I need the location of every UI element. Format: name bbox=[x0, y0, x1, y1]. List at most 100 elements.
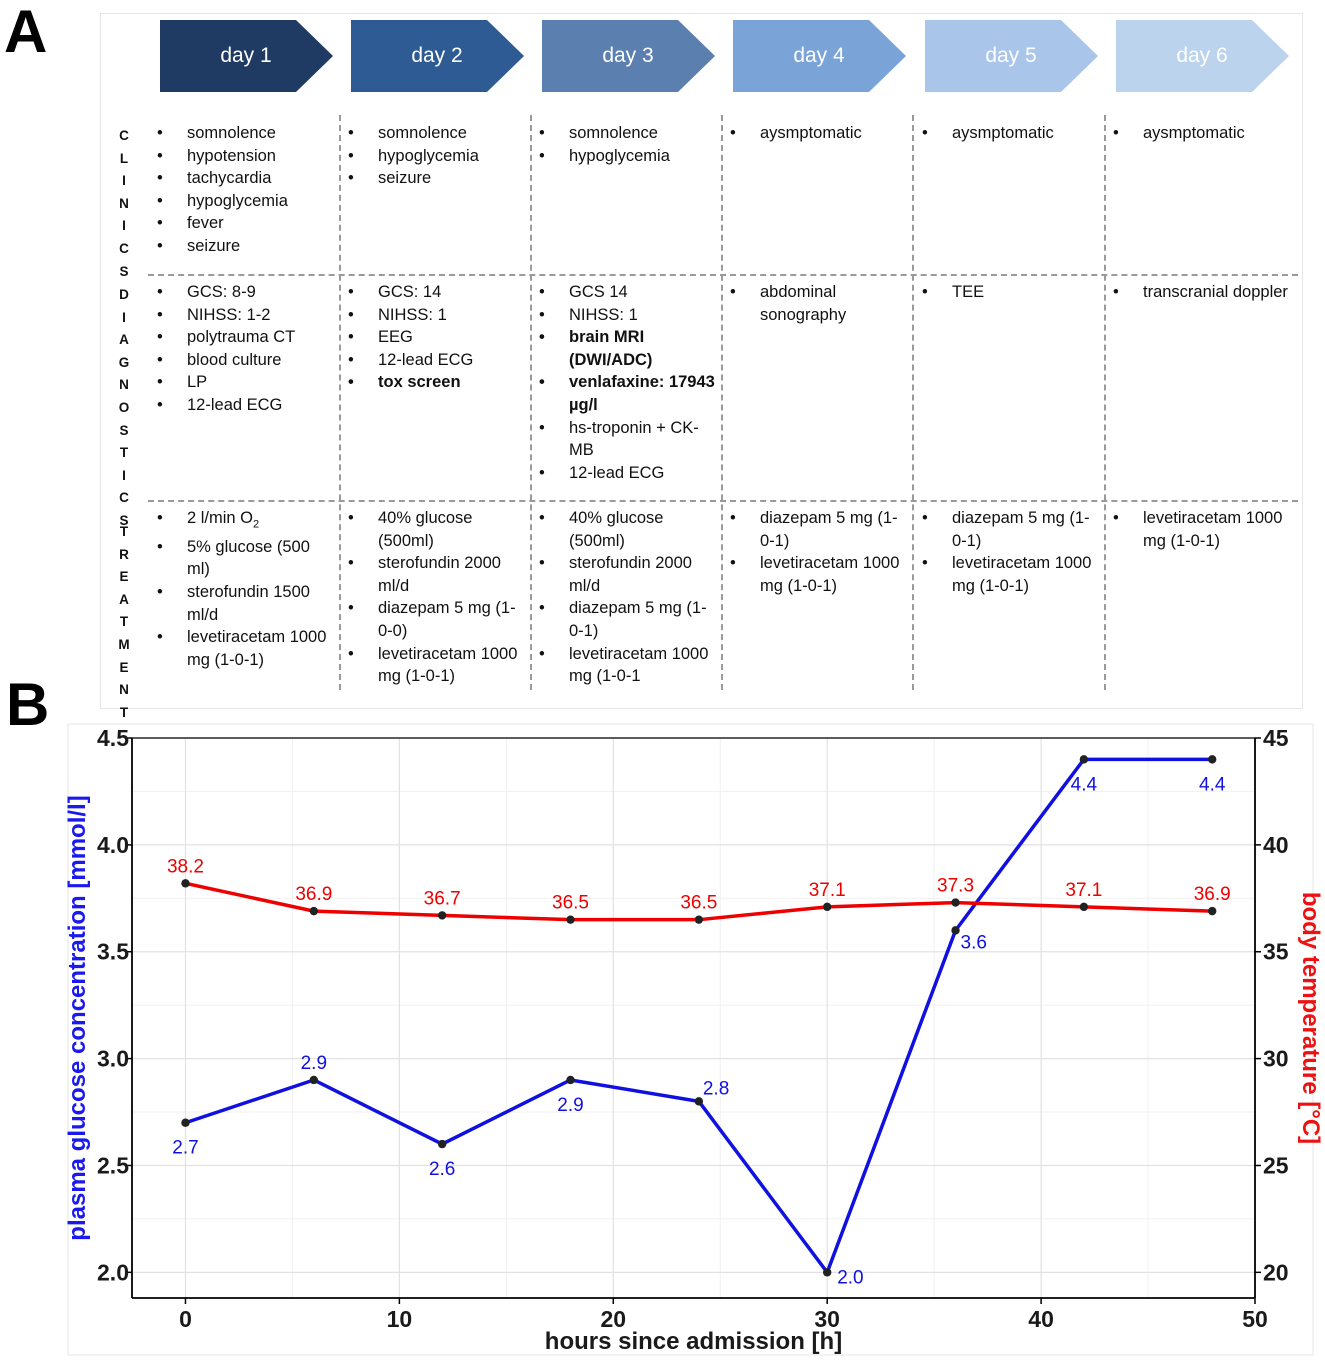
diagnostics-item: 12-lead ECG bbox=[155, 394, 335, 417]
clinics-item: aysmptomatic bbox=[728, 122, 908, 145]
diagnostics-day-6: transcranial doppler bbox=[1111, 281, 1291, 304]
diagnostics-day-1: GCS: 8-9NIHSS: 1-2polytrauma CTblood cul… bbox=[155, 281, 335, 417]
glucose-point bbox=[566, 1075, 575, 1085]
temperature-point bbox=[1208, 906, 1217, 916]
diagnostics-day-4: abdominal sonography bbox=[728, 281, 908, 326]
diagnostics-item: NIHSS: 1-2 bbox=[155, 304, 335, 327]
glucose-data-label: 2.6 bbox=[429, 1159, 455, 1180]
treatment-item: sterofundin 2000 ml/d bbox=[537, 552, 717, 597]
diagnostics-item: 12-lead ECG bbox=[537, 462, 717, 485]
temperature-point bbox=[822, 902, 832, 912]
y-left-tick-label: 2.0 bbox=[97, 1259, 129, 1285]
treatment-item: diazepam 5 mg (1-0-1) bbox=[728, 507, 908, 552]
glucose-point bbox=[822, 1268, 832, 1277]
treatment-item: 2 l/min O2 bbox=[155, 507, 335, 536]
timeline-panel bbox=[100, 13, 1303, 709]
treatment-item: 5% glucose (500 ml) bbox=[155, 536, 335, 581]
temperature-data-label: 37.3 bbox=[937, 876, 974, 897]
temperature-data-label: 36.5 bbox=[552, 893, 589, 914]
glucose-data-label: 4.4 bbox=[1071, 774, 1098, 795]
diagnostics-item: LP bbox=[155, 371, 335, 394]
clinics-item: hypotension bbox=[155, 145, 335, 168]
treatment-day-2: 40% glucose (500ml)sterofundin 2000 ml/d… bbox=[346, 507, 526, 688]
y-right-tick-label: 45 bbox=[1263, 725, 1289, 751]
diagnostics-day-2: GCS: 14NIHSS: 1EEG12-lead ECGtox screen bbox=[346, 281, 526, 394]
temperature-point bbox=[951, 898, 960, 907]
treatment-item: 40% glucose (500ml) bbox=[537, 507, 717, 552]
glucose-point bbox=[1208, 755, 1217, 764]
diagnostics-item: TEE bbox=[920, 281, 1100, 304]
day-label: day 2 bbox=[411, 44, 463, 67]
divider-day3-day4 bbox=[721, 115, 723, 690]
diagnostics-item: venlafaxine: 17943 µg/l bbox=[537, 371, 717, 416]
diagnostics-item: GCS: 14 bbox=[346, 281, 526, 304]
glucose-data-label: 2.8 bbox=[703, 1078, 729, 1099]
clinics-item: somnolence bbox=[537, 122, 717, 145]
diagnostics-day-3: GCS 14NIHSS: 1brain MRI (DWI/ADC)venlafa… bbox=[537, 281, 717, 484]
divider-day1-day2 bbox=[339, 115, 341, 690]
treatment-item: levetiracetam 1000 mg (1-0-1) bbox=[728, 552, 908, 597]
clinics-day-3: somnolencehypoglycemia bbox=[537, 122, 717, 167]
series-line-glucose bbox=[184, 757, 1213, 1275]
treatment-item: diazepam 5 mg (1-0-1) bbox=[537, 597, 717, 642]
treatment-item: diazepam 5 mg (1-0-1) bbox=[920, 507, 1100, 552]
temperature-data-label: 37.1 bbox=[809, 880, 846, 901]
diagnostics-item: transcranial doppler bbox=[1111, 281, 1291, 304]
glucose-point bbox=[437, 1139, 447, 1149]
clinics-item: fever bbox=[155, 212, 335, 235]
glucose-point bbox=[181, 1118, 190, 1127]
diagnostics-item: GCS 14 bbox=[537, 281, 717, 304]
clinics-item: somnolence bbox=[155, 122, 335, 145]
y-left-tick-label: 3.0 bbox=[97, 1046, 129, 1072]
glucose-point bbox=[309, 1075, 319, 1085]
diagnostics-item: tox screen bbox=[346, 371, 526, 394]
temperature-point bbox=[181, 879, 190, 888]
diagnostics-item: polytrauma CT bbox=[155, 326, 335, 349]
x-tick-label: 20 bbox=[600, 1306, 626, 1332]
diagnostics-item: 12-lead ECG bbox=[346, 349, 526, 372]
treatment-item: sterofundin 2000 ml/d bbox=[346, 552, 526, 597]
y-right-tick-label: 30 bbox=[1263, 1046, 1289, 1072]
diagnostics-item: NIHSS: 1 bbox=[346, 304, 526, 327]
divider-diagnostics-treatment bbox=[148, 500, 1298, 502]
clinics-item: hypoglycemia bbox=[537, 145, 717, 168]
glucose-data-label: 2.9 bbox=[557, 1095, 583, 1116]
treatment-item: diazepam 5 mg (1-0-0) bbox=[346, 597, 526, 642]
y-axis-title-right: body temperature [°C] bbox=[1297, 892, 1324, 1144]
clinics-item: hypoglycemia bbox=[155, 190, 335, 213]
y-right-tick-label: 40 bbox=[1263, 832, 1289, 858]
panel-b-letter: B bbox=[6, 671, 50, 738]
clinics-item: aysmptomatic bbox=[920, 122, 1100, 145]
x-tick-label: 10 bbox=[387, 1306, 413, 1332]
temperature-point bbox=[566, 915, 575, 924]
temperature-point bbox=[1079, 902, 1089, 912]
diagnostics-item: GCS: 8-9 bbox=[155, 281, 335, 304]
day-label: day 6 bbox=[1176, 44, 1228, 67]
clinics-item: hypoglycemia bbox=[346, 145, 526, 168]
divider-day5-day6 bbox=[1104, 115, 1106, 690]
y-right-tick-label: 35 bbox=[1263, 939, 1289, 965]
glucose-temperature-chart: 0 10 20 30 40 50 2.0 2.5 3.0 3.5 4.0 4.5 20 25 30 35 40 4… bbox=[64, 723, 1324, 1356]
temperature-data-label: 36.7 bbox=[424, 888, 461, 909]
day-label: day 5 bbox=[985, 44, 1037, 67]
divider-clinics-diagnostics bbox=[148, 274, 1298, 276]
treatment-day-3: 40% glucose (500ml)sterofundin 2000 ml/d… bbox=[537, 507, 717, 688]
treatment-day-4: diazepam 5 mg (1-0-1)levetiracetam 1000 … bbox=[728, 507, 908, 597]
panel-a-letter: A bbox=[4, 0, 48, 65]
divider-day2-day3 bbox=[530, 115, 532, 690]
subscript: 2 bbox=[253, 518, 260, 531]
temperature-point bbox=[694, 915, 704, 924]
clinics-item: seizure bbox=[155, 235, 335, 258]
glucose-data-label: 2.7 bbox=[172, 1138, 198, 1159]
diagnostics-day-5: TEE bbox=[920, 281, 1100, 304]
divider-day4-day5 bbox=[912, 115, 914, 690]
glucose-point bbox=[951, 926, 960, 935]
day-label: day 4 bbox=[793, 44, 845, 67]
x-axis-title: hours since admission [h] bbox=[545, 1328, 842, 1355]
day-label: day 1 bbox=[220, 44, 272, 67]
y-axis-title-left: plasma glucose concentration [mmol/l] bbox=[64, 795, 91, 1240]
diagnostics-item: hs-troponin + CK-MB bbox=[537, 417, 717, 462]
y-right-tick-label: 25 bbox=[1263, 1152, 1289, 1178]
treatment-item: levetiracetam 1000 mg (1-0-1) bbox=[155, 626, 335, 671]
